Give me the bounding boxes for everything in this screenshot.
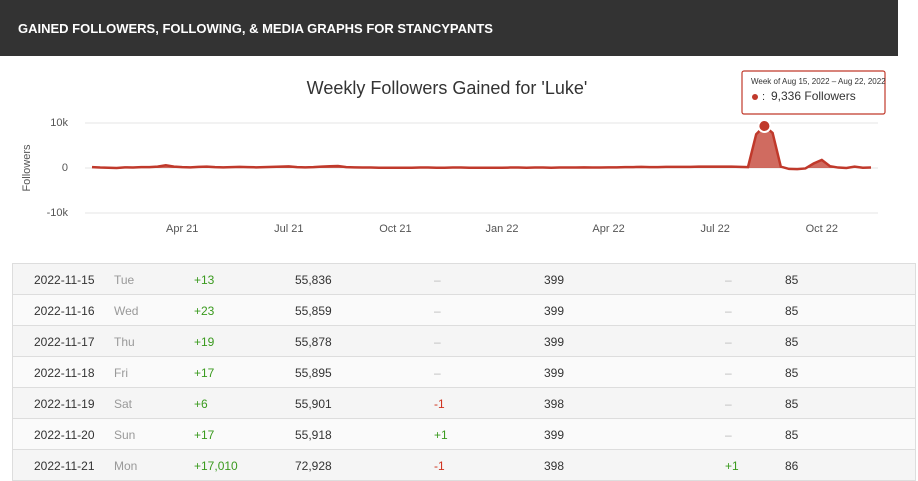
table-cell: 55,895 xyxy=(295,366,332,380)
table-cell: 2022-11-17 xyxy=(34,335,95,349)
table-cell: 55,918 xyxy=(295,428,332,442)
table-cell: 55,836 xyxy=(295,273,332,287)
hover-point xyxy=(757,118,772,133)
table-row: 2022-11-15 Tue +13 55,836 – 399 – 85 xyxy=(13,264,915,295)
table-cell: 399 xyxy=(544,335,565,349)
table-cell: 2022-11-15 xyxy=(34,273,95,287)
table-cell: 2022-11-16 xyxy=(34,304,95,318)
table-row: 2022-11-18 Fri +17 55,895 – 399 – 85 xyxy=(13,357,915,388)
table-cell: 85 xyxy=(785,304,799,318)
table-cell: – xyxy=(434,366,441,380)
table-cell: 85 xyxy=(785,397,799,411)
table-cell: +17 xyxy=(194,428,215,442)
y-axis-label: Followers xyxy=(21,144,33,192)
tooltip-label: 9,336 Followers xyxy=(771,89,856,103)
table-cell: 399 xyxy=(544,273,565,287)
table-cell: – xyxy=(725,273,732,287)
table: 2022-11-15 Tue +13 55,836 – 399 – 85 2022-11-16 W… xyxy=(12,263,916,481)
tooltip-box xyxy=(741,70,886,115)
x-tick-label: Apr 21 xyxy=(166,223,198,235)
table-cell: -1 xyxy=(434,397,445,411)
x-tick-label: Apr 22 xyxy=(592,223,624,235)
table-cell: Thu xyxy=(114,335,135,349)
table-cell: 2022-11-20 xyxy=(34,428,95,442)
x-tick-label: Oct 21 xyxy=(379,223,411,235)
table-cell: Fri xyxy=(114,366,128,380)
table-cell: 72,928 xyxy=(295,459,332,473)
table-cell: 398 xyxy=(544,397,565,411)
table-cell: 2022-11-19 xyxy=(34,397,95,411)
table-cell: +17 xyxy=(194,366,215,380)
x-tick-label: Jan 22 xyxy=(485,223,518,235)
table-cell: 86 xyxy=(785,459,799,473)
x-tick-label: Oct 22 xyxy=(806,223,838,235)
table-row: 2022-11-20 Sun +17 55,918 +1 399 – 85 xyxy=(13,419,915,450)
y-tick-label: -10k xyxy=(47,207,69,219)
table-row: 2022-11-16 Wed +23 55,859 – 399 – 85 xyxy=(13,295,915,326)
y-tick-label: 10k xyxy=(50,117,68,129)
table-cell: 85 xyxy=(785,273,799,287)
table-cell: Mon xyxy=(114,459,138,473)
table-cell: 55,859 xyxy=(295,304,332,318)
table-cell: – xyxy=(434,304,441,318)
table-cell: +17,010 xyxy=(194,459,238,473)
table-cell: 85 xyxy=(785,366,799,380)
table-cell: – xyxy=(434,335,441,349)
table-cell: 399 xyxy=(544,428,565,442)
series-line xyxy=(91,124,872,171)
tooltip-sep: : xyxy=(762,91,765,103)
header: GAINED FOLLOWERS, FOLLOWING, & MEDIA GRA… xyxy=(0,0,898,56)
table-cell: 399 xyxy=(544,366,565,380)
table-cell: +19 xyxy=(194,335,215,349)
table-row: 2022-11-19 Sat +6 55,901 -1 398 – 85 xyxy=(13,388,915,419)
table-cell: – xyxy=(725,304,732,318)
table-cell: – xyxy=(725,428,732,442)
tooltip-dot xyxy=(752,94,758,100)
table-cell: +23 xyxy=(194,304,215,318)
chart: Weekly Followers Gained for 'Luke' Follo… xyxy=(21,70,886,235)
table-cell: 2022-11-21 xyxy=(34,459,95,473)
table-cell: 85 xyxy=(785,335,799,349)
header-title: GAINED FOLLOWERS, FOLLOWING, & MEDIA GRA… xyxy=(18,21,493,36)
table-cell: +1 xyxy=(434,428,448,442)
table-cell: Tue xyxy=(114,273,135,287)
table-cell: 55,901 xyxy=(295,397,332,411)
table-cell: -1 xyxy=(434,459,445,473)
table-cell: – xyxy=(725,335,732,349)
x-tick-label: Jul 22 xyxy=(701,223,730,235)
tooltip-title: Week of Aug 15, 2022 – Aug 22, 2022 xyxy=(751,77,886,86)
y-tick-label: 0 xyxy=(62,162,68,174)
table-cell: Sat xyxy=(114,397,133,411)
table-cell: Wed xyxy=(114,304,139,318)
table-cell: 398 xyxy=(544,459,565,473)
table-cell: 399 xyxy=(544,304,565,318)
table-row: 2022-11-17 Thu +19 55,878 – 399 – 85 xyxy=(13,326,915,357)
x-tick-label: Jul 21 xyxy=(274,223,303,235)
table-cell: – xyxy=(725,397,732,411)
table-cell: +6 xyxy=(194,397,208,411)
table-cell: – xyxy=(725,366,732,380)
table-row: 2022-11-21 Mon +17,010 72,928 -1 398 +1 86 xyxy=(13,450,915,481)
table-cell: 55,878 xyxy=(295,335,332,349)
table-cell: +13 xyxy=(194,273,215,287)
table-cell: Sun xyxy=(114,428,136,442)
table-cell: +1 xyxy=(725,459,739,473)
table-cell: – xyxy=(434,273,441,287)
chart-title: Weekly Followers Gained for 'Luke' xyxy=(307,78,588,98)
table-cell: 2022-11-18 xyxy=(34,366,95,380)
table-cell: 85 xyxy=(785,428,799,442)
